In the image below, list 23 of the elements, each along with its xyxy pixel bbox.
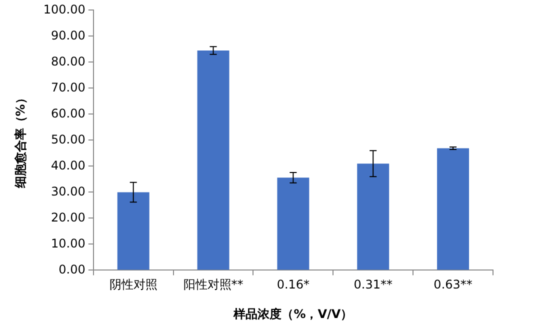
y-tick-label: 70.00 — [51, 80, 86, 94]
x-tick-label: 阴性对照 — [109, 278, 158, 292]
y-tick-label: 10.00 — [51, 236, 86, 250]
y-axis-title: 细胞愈合率（%） — [13, 92, 28, 190]
x-tick-label: 0.16* — [276, 278, 310, 292]
bar — [117, 192, 150, 270]
y-tick-label: 80.00 — [51, 54, 86, 68]
y-tick-label: 20.00 — [51, 210, 86, 224]
y-tick-label: 90.00 — [51, 28, 86, 42]
y-tick-label: 60.00 — [51, 106, 86, 120]
y-tick-label: 40.00 — [51, 158, 86, 172]
y-tick-label: 30.00 — [51, 184, 86, 198]
x-tick-label: 阳性对照** — [183, 278, 244, 292]
bar — [357, 164, 390, 270]
x-tick-label: 0.31** — [354, 278, 392, 292]
x-tick-label: 0.63** — [434, 278, 472, 292]
bar — [437, 148, 470, 270]
x-axis-title: 样品浓度（%，V/V） — [232, 306, 353, 321]
y-tick-label: 50.00 — [51, 132, 86, 146]
y-tick-label: 0.00 — [58, 262, 86, 276]
bar — [277, 178, 310, 270]
y-tick-label: 100.00 — [43, 2, 86, 16]
bar — [197, 50, 230, 270]
